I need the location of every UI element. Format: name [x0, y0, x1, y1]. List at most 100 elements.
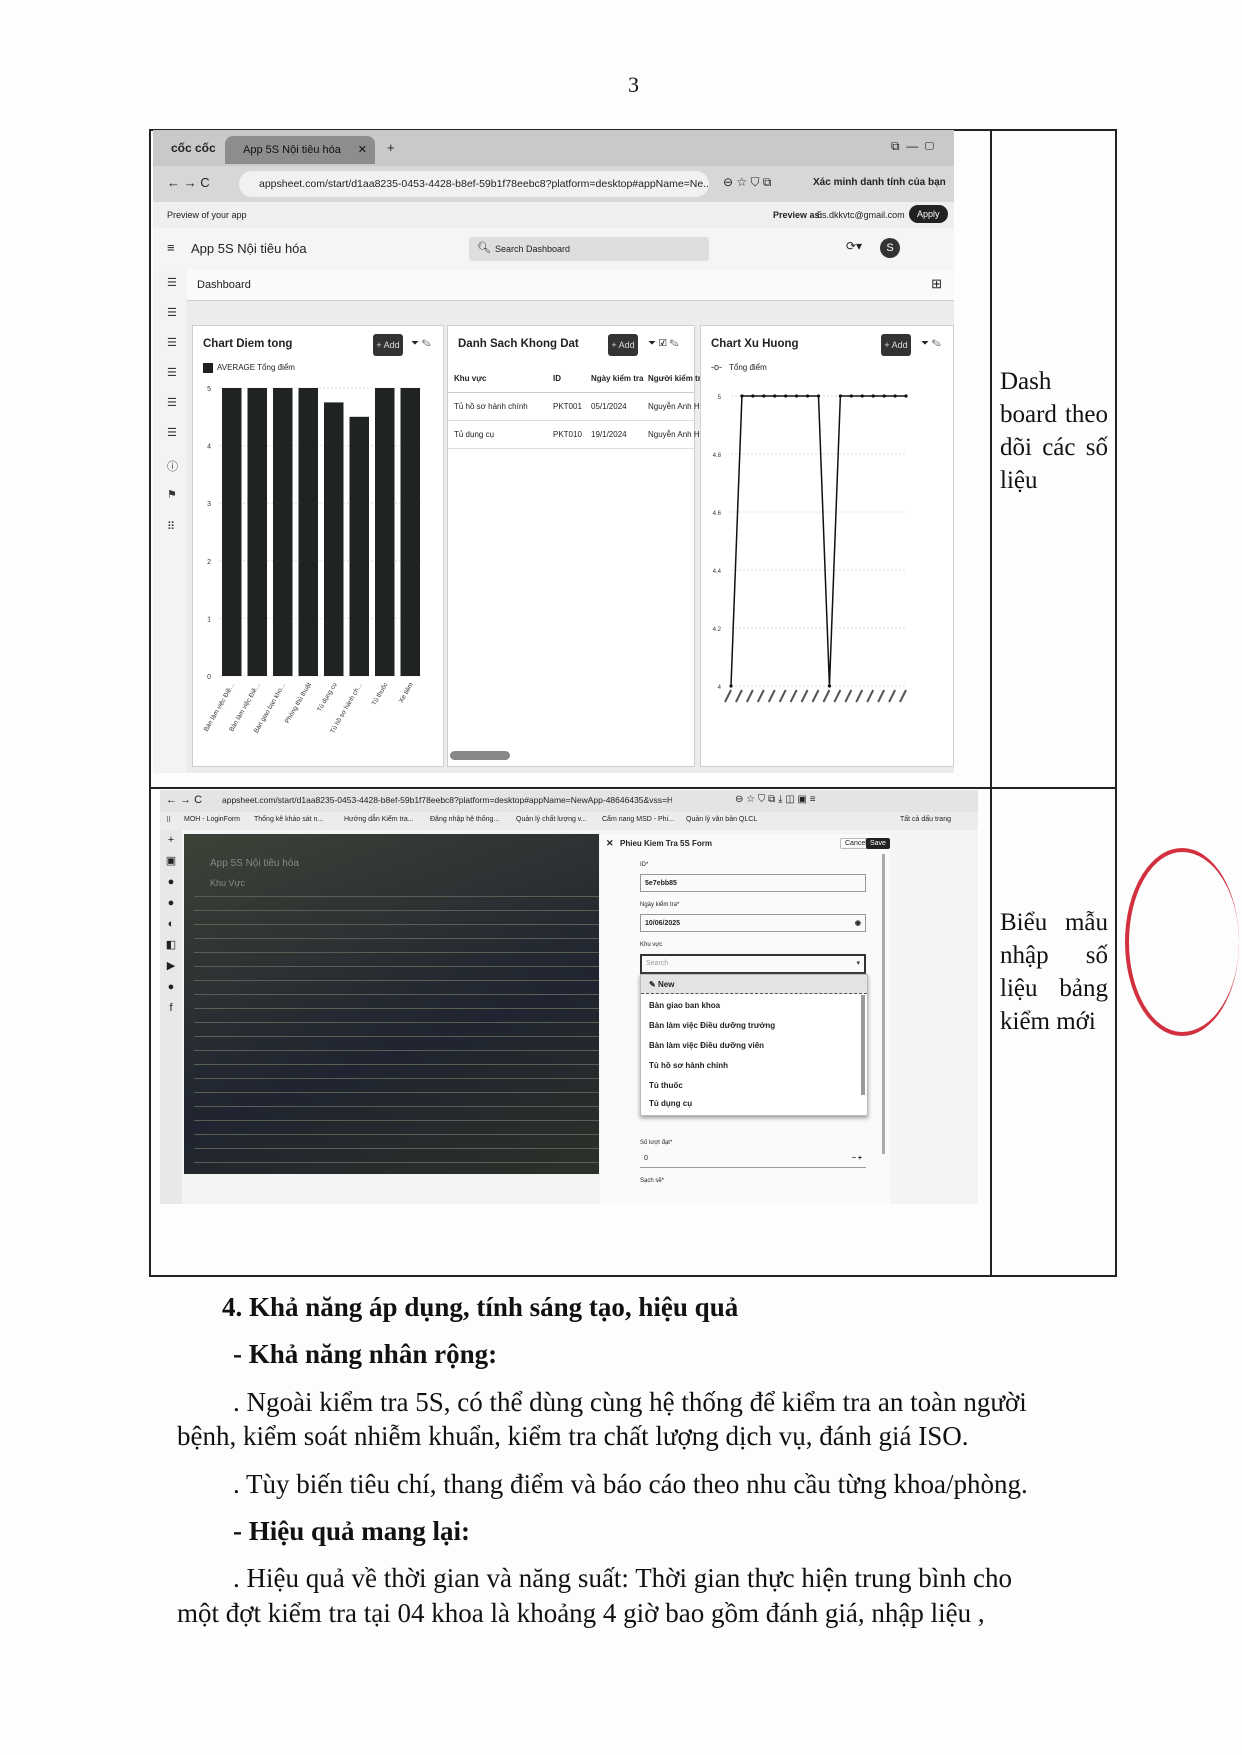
panel-title: Danh Sach Khong Dat [458, 338, 579, 350]
app-icon[interactable]: ● [167, 897, 175, 909]
apps-grid-icon[interactable]: ⠿ [167, 521, 176, 533]
info-icon[interactable]: ⓘ [167, 461, 178, 473]
preview-as-value[interactable]: 5s.dkkvtc@gmail.com [817, 210, 905, 220]
x-tick-label [877, 689, 886, 703]
save-button[interactable]: Save [866, 838, 890, 849]
add-button[interactable]: + Add [373, 334, 403, 356]
all-bookmarks[interactable]: Tất cả dấu trang [900, 816, 951, 823]
dimmed-table-row [194, 1106, 599, 1107]
add-button[interactable]: + Add [608, 334, 638, 356]
nav-list-icon[interactable]: ☰ [167, 337, 177, 349]
app-icon[interactable]: ● [167, 981, 175, 993]
column-header[interactable]: Người kiểm tr [648, 374, 701, 383]
legend-label: AVERAGE Tổng điểm [217, 363, 295, 372]
layout-icon[interactable]: ⊞ [931, 276, 942, 291]
data-point [849, 394, 853, 398]
filter-edit-icons[interactable]: ⏷ ✎ [411, 338, 431, 349]
id-field[interactable]: 5e7ebb85 [640, 874, 866, 892]
nav-list-icon[interactable]: ☰ [167, 397, 177, 409]
browser-toolbar-icons[interactable]: ⊖ ☆ ⛉ ⧉ ⤓ ◫ ▣ ≡ [735, 794, 816, 805]
url-field[interactable]: appsheet.com/start/d1aa8235-0453-4428-b8… [222, 795, 672, 805]
youtube-icon[interactable]: ▶ [166, 960, 176, 972]
back-forward-reload-icons[interactable]: ← → C [167, 175, 210, 190]
add-button[interactable]: + Add [881, 334, 911, 356]
bookmark[interactable]: Quản lý chất lượng v... [516, 816, 587, 823]
address-bar-row: ← → C appsheet.com/start/d1aa8235-0453-4… [153, 166, 954, 202]
menu-icon[interactable]: ≡ [167, 240, 175, 255]
bar [324, 402, 344, 676]
data-point [784, 394, 788, 398]
facebook-icon[interactable]: f [169, 1002, 173, 1014]
data-point [816, 394, 821, 398]
column-header[interactable]: ID [553, 374, 561, 383]
app-icon[interactable]: ◐ [167, 918, 175, 930]
legend-marker-icon: -o- [711, 362, 722, 372]
back-forward-reload-icons[interactable]: ← → C [166, 794, 203, 806]
preview-label: Preview of your app [167, 210, 247, 220]
bar [375, 388, 395, 676]
app-icon[interactable]: ◧ [165, 939, 177, 951]
x-tick-label [844, 689, 853, 703]
y-tick-label: 3 [207, 501, 211, 508]
id-label: ID* [640, 862, 649, 868]
browser-tab[interactable]: App 5S Nội tiêu hóa ✕ [225, 136, 375, 164]
form-scrollbar[interactable] [882, 854, 885, 1154]
close-tab-icon[interactable]: ✕ [357, 144, 367, 156]
bookmark[interactable]: MOH - LoginForm [184, 816, 241, 823]
bar [298, 388, 318, 676]
verify-identity[interactable]: Xác minh danh tính của bạn [813, 177, 946, 188]
nav-dashboard-icon[interactable]: ☰ [167, 427, 177, 439]
bookmark[interactable]: Đăng nhập hệ thống... [430, 816, 500, 823]
bookmark[interactable]: Hướng dẫn Kiểm tra... [344, 816, 414, 823]
search-input[interactable]: 🔍︎ Search Dashboard [469, 237, 709, 261]
table-row[interactable]: Tủ dụng cụ PKT010 19/1/2024 Nguyễn Anh H [448, 420, 700, 449]
dropdown-option[interactable]: Tủ thuốc [649, 1081, 683, 1090]
horizontal-scrollbar[interactable] [450, 751, 510, 760]
zoom-star-extension-icons[interactable]: ⊖ ☆ ⛉ ⧉ [723, 175, 772, 189]
data-point [838, 394, 842, 398]
messenger-icon[interactable]: ▣ [165, 855, 177, 867]
dropdown-scrollbar[interactable] [861, 995, 865, 1095]
dimmed-table-row [194, 980, 599, 981]
nav-list-icon[interactable]: ☰ [167, 307, 177, 319]
filter-edit-icons[interactable]: ⏷ ✎ [921, 338, 941, 349]
column-header[interactable]: Khu vực [454, 374, 487, 383]
dropdown-option[interactable]: Tủ dụng cụ [649, 1099, 693, 1108]
stepper-buttons[interactable]: − + [851, 1155, 862, 1162]
area-search-input[interactable]: Search ▾ [640, 954, 866, 974]
window-controls[interactable]: ⧉ — ▢ [890, 139, 934, 153]
dropdown-option[interactable]: Bàn làm việc Điều dưỡng trưởng [649, 1021, 776, 1030]
app-icon[interactable]: ● [167, 876, 175, 888]
dropdown-option[interactable]: Bàn làm việc Điều dưỡng viên [649, 1041, 765, 1050]
bookmark[interactable]: Cẩm nang MSD - Phi... [602, 816, 674, 823]
dropdown-option[interactable]: Tủ hồ sơ hành chính [649, 1061, 729, 1070]
apply-button[interactable]: Apply [909, 205, 948, 223]
area-label: Khu vực [640, 942, 663, 948]
url-field[interactable]: appsheet.com/start/d1aa8235-0453-4428-b8… [239, 171, 709, 197]
score-stepper[interactable]: 0 − + [640, 1150, 866, 1168]
date-field[interactable]: 10/06/2025 ◉ [640, 914, 866, 932]
table-row[interactable]: Tủ hồ sơ hành chính PKT001 05/1/2024 Ngu… [448, 392, 700, 421]
dimmed-table-row [194, 1064, 599, 1065]
dropdown-option[interactable]: Bàn giao ban khoa [649, 1001, 721, 1010]
sync-icon[interactable]: ⟳▾ [846, 239, 863, 253]
bookmark[interactable]: Thống kê khảo sát n... [254, 816, 324, 823]
add-icon[interactable]: + [167, 834, 175, 846]
filter-select-edit-icons[interactable]: ⏷ ☑ ✎ [648, 338, 679, 349]
feedback-icon[interactable]: ⚑ [167, 489, 177, 501]
apps-icon[interactable]: ⠿ [166, 817, 172, 824]
app-title: App 5S Nội tiêu hóa [191, 241, 307, 256]
dropdown-arrow-icon[interactable]: ▾ [856, 960, 860, 967]
dimmed-table-row [194, 966, 599, 967]
calendar-icon[interactable]: ◉ [854, 920, 861, 927]
data-point [827, 684, 832, 688]
close-icon[interactable]: ✕ [606, 838, 614, 848]
new-tab-icon[interactable]: + [387, 140, 395, 155]
nav-list-icon[interactable]: ☰ [167, 277, 177, 289]
bookmark[interactable]: Quản lý văn bản QLCL [686, 816, 758, 823]
column-header[interactable]: Ngày kiểm tra [591, 374, 644, 383]
danh-sach-khong-dat-panel: Danh Sach Khong Dat + Add ⏷ ☑ ✎ Khu vực … [447, 325, 701, 767]
avatar[interactable]: S [880, 238, 900, 258]
new-option[interactable]: ✎ New [641, 975, 867, 994]
nav-list-icon[interactable]: ☰ [167, 367, 177, 379]
